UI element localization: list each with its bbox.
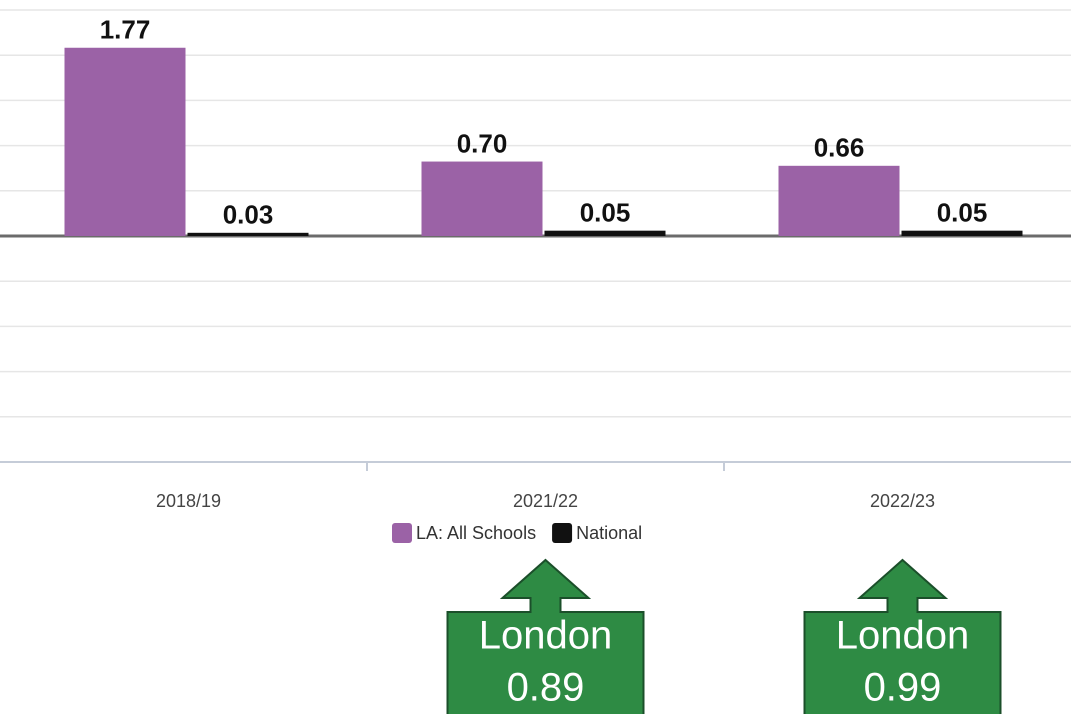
annotation-label: London	[479, 614, 612, 658]
annotation: London 0.99	[803, 558, 1002, 714]
annotation-arrow	[803, 558, 1002, 714]
x-tick-label: 2022/23	[870, 491, 935, 511]
x-tick-label: 2018/19	[156, 491, 221, 511]
legend-swatch	[552, 523, 573, 543]
legend-label: LA: All Schools	[416, 523, 536, 543]
bar	[64, 47, 186, 236]
legend-swatch	[392, 523, 412, 543]
bar	[901, 230, 1023, 236]
legend-label: National	[576, 523, 642, 543]
data-label: 0.66	[814, 133, 865, 163]
bar	[778, 165, 900, 236]
data-label: 0.70	[457, 128, 508, 158]
annotation: London 0.89	[446, 558, 645, 714]
bar	[421, 161, 543, 236]
bar	[544, 230, 666, 236]
annotation-arrow	[446, 558, 645, 714]
data-label: 0.05	[937, 198, 988, 228]
data-label: 1.77	[100, 15, 151, 45]
annotation-value: 0.89	[507, 666, 585, 710]
data-label: 0.03	[223, 200, 274, 230]
data-label: 0.05	[580, 198, 631, 228]
bar	[187, 232, 309, 236]
annotation-value: 0.99	[864, 666, 942, 710]
annotation-label: London	[836, 614, 969, 658]
x-tick-label: 2021/22	[513, 491, 578, 511]
